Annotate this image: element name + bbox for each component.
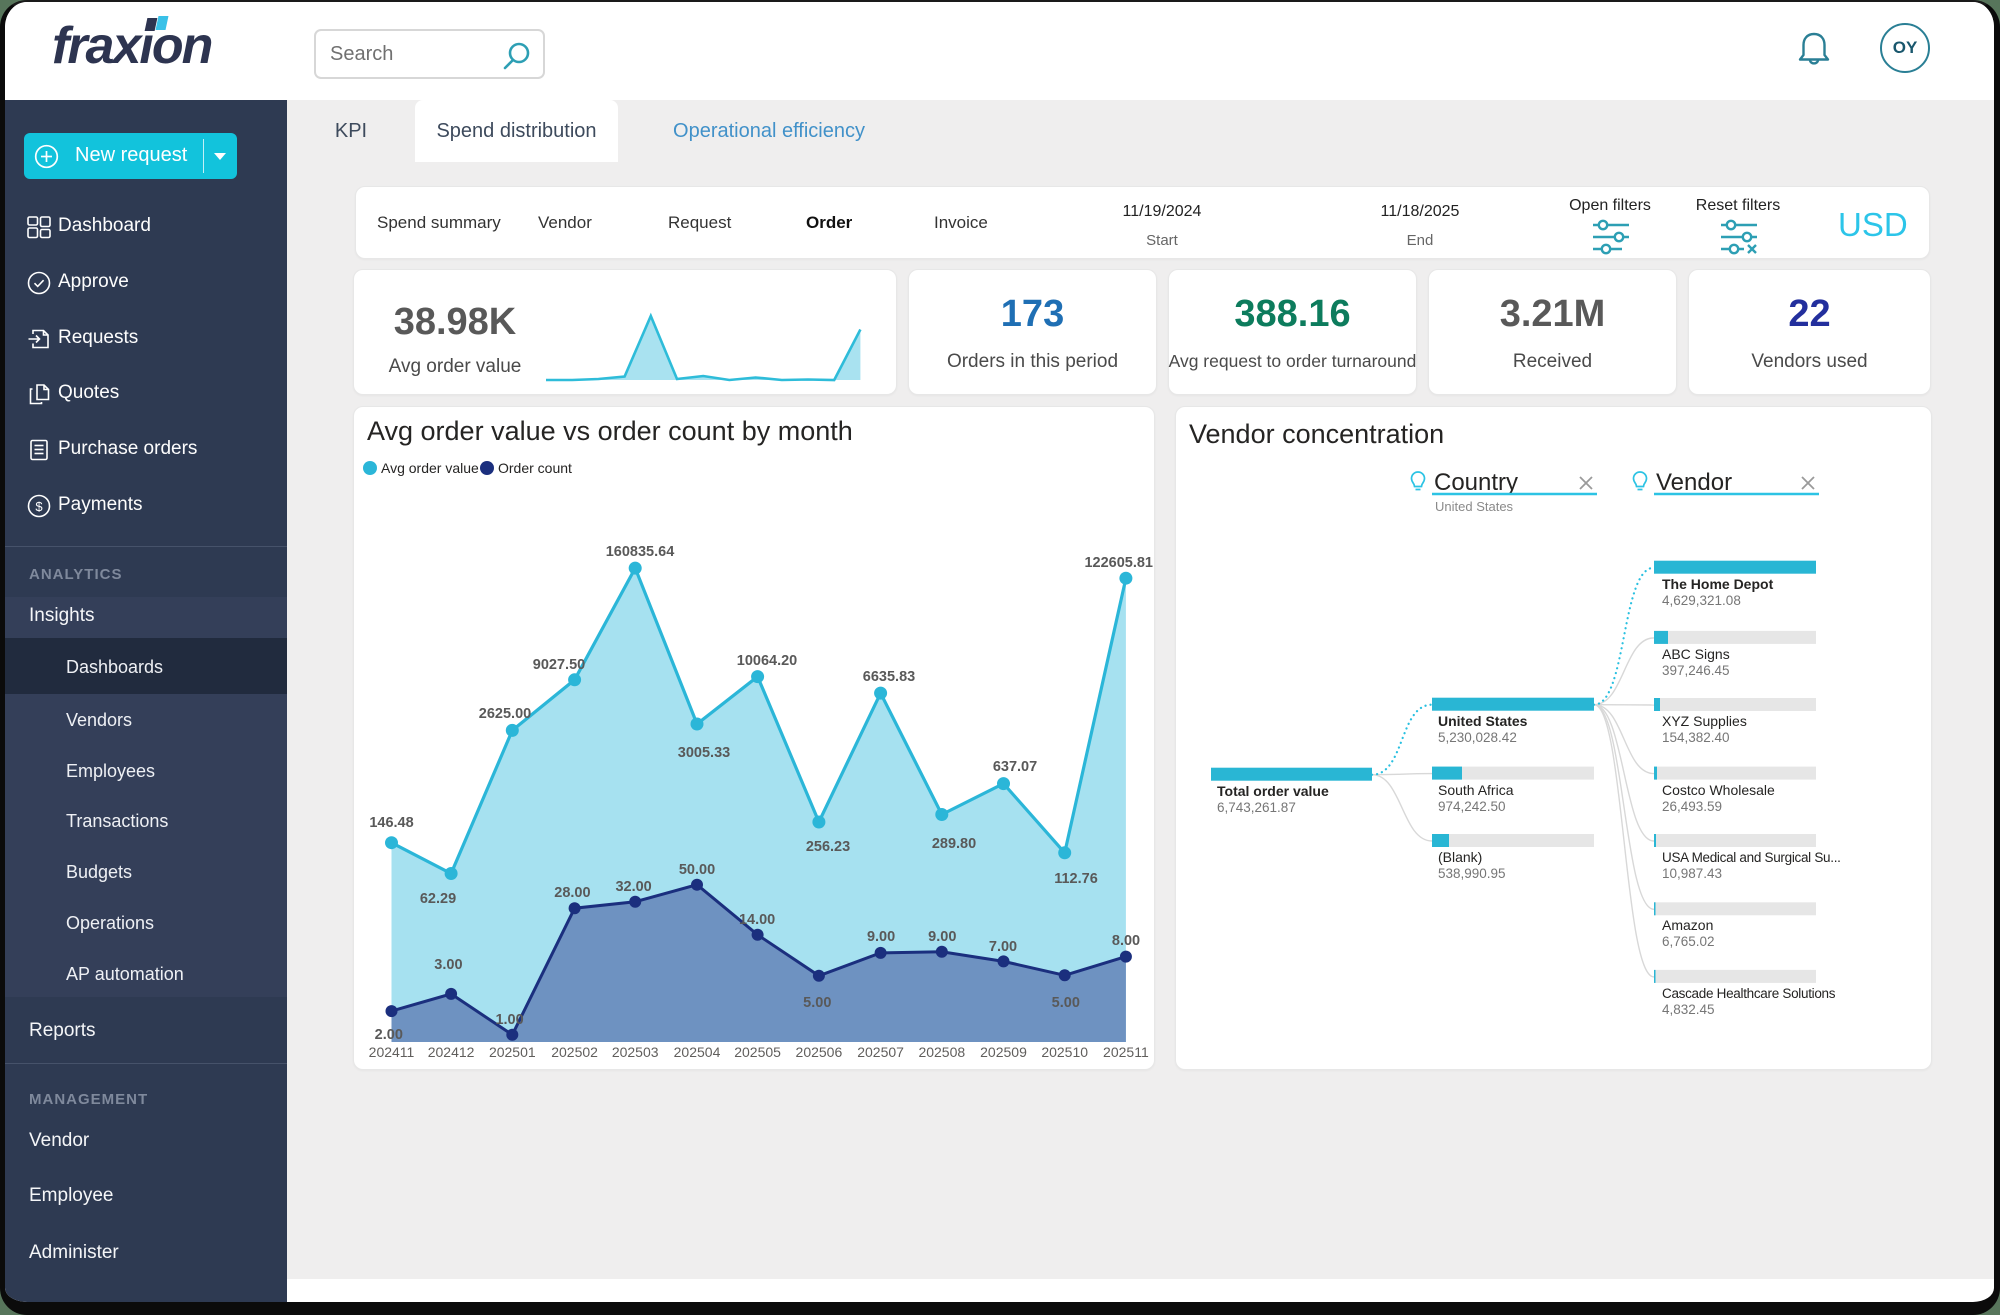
svg-text:50.00: 50.00 xyxy=(679,862,715,878)
svg-text:9.00: 9.00 xyxy=(867,929,895,945)
svg-text:Amazon: Amazon xyxy=(1662,917,1713,933)
svg-text:The Home Depot: The Home Depot xyxy=(1662,576,1774,592)
svg-text:289.80: 289.80 xyxy=(932,836,976,852)
svg-text:202510: 202510 xyxy=(1041,1044,1088,1060)
svg-text:160835.64: 160835.64 xyxy=(606,544,675,560)
svg-text:5.00: 5.00 xyxy=(1052,995,1080,1011)
svg-text:202506: 202506 xyxy=(796,1044,843,1060)
svg-text:202505: 202505 xyxy=(734,1044,781,1060)
svg-text:Total order value: Total order value xyxy=(1217,783,1329,799)
svg-text:146.48: 146.48 xyxy=(369,815,413,831)
svg-text:202501: 202501 xyxy=(489,1044,536,1060)
svg-text:4,832.45: 4,832.45 xyxy=(1662,1002,1715,1017)
svg-text:32.00: 32.00 xyxy=(615,879,651,895)
svg-text:202504: 202504 xyxy=(674,1044,721,1060)
svg-text:Vendor: Vendor xyxy=(1656,469,1732,496)
svg-text:3005.33: 3005.33 xyxy=(678,745,730,761)
svg-text:637.07: 637.07 xyxy=(993,759,1037,775)
svg-text:256.23: 256.23 xyxy=(806,839,850,855)
svg-text:10064.20: 10064.20 xyxy=(737,653,797,669)
svg-text:14.00: 14.00 xyxy=(739,912,775,928)
svg-text:Order count: Order count xyxy=(498,460,572,476)
svg-text:United States: United States xyxy=(1435,499,1514,514)
svg-text:Avg order value: Avg order value xyxy=(381,460,479,476)
svg-text:7.00: 7.00 xyxy=(989,939,1017,955)
svg-text:154,382.40: 154,382.40 xyxy=(1662,730,1730,745)
svg-text:202508: 202508 xyxy=(918,1044,965,1060)
svg-text:(Blank): (Blank) xyxy=(1438,849,1482,865)
svg-text:202509: 202509 xyxy=(980,1044,1027,1060)
svg-text:9027.50: 9027.50 xyxy=(533,657,585,673)
svg-text:397,246.45: 397,246.45 xyxy=(1662,663,1730,678)
svg-text:10,987.43: 10,987.43 xyxy=(1662,866,1722,881)
svg-text:202502: 202502 xyxy=(551,1044,598,1060)
svg-text:6635.83: 6635.83 xyxy=(863,669,915,685)
svg-text:202411: 202411 xyxy=(369,1044,415,1060)
svg-text:2.00: 2.00 xyxy=(375,1027,403,1043)
svg-text:Country: Country xyxy=(1434,469,1518,496)
svg-text:202511: 202511 xyxy=(1103,1044,1149,1060)
svg-text:538,990.95: 538,990.95 xyxy=(1438,866,1506,881)
svg-text:Costco Wholesale: Costco Wholesale xyxy=(1662,782,1775,798)
svg-text:XYZ Supplies: XYZ Supplies xyxy=(1662,713,1747,729)
svg-text:26,493.59: 26,493.59 xyxy=(1662,799,1722,814)
svg-text:South Africa: South Africa xyxy=(1438,782,1514,798)
svg-text:8.00: 8.00 xyxy=(1112,933,1140,949)
svg-text:202412: 202412 xyxy=(428,1044,475,1060)
svg-text:5.00: 5.00 xyxy=(803,995,831,1011)
svg-text:9.00: 9.00 xyxy=(928,929,956,945)
svg-text:2625.00: 2625.00 xyxy=(479,706,531,722)
svg-text:6,765.02: 6,765.02 xyxy=(1662,934,1715,949)
svg-text:USA Medical and Surgical Su...: USA Medical and Surgical Su... xyxy=(1662,850,1841,865)
svg-text:$: $ xyxy=(35,499,43,514)
svg-text:4,629,321.08: 4,629,321.08 xyxy=(1662,593,1741,608)
svg-text:974,242.50: 974,242.50 xyxy=(1438,799,1506,814)
svg-text:112.76: 112.76 xyxy=(1054,871,1098,887)
svg-text:3.00: 3.00 xyxy=(434,957,462,973)
svg-text:Vendor concentration: Vendor concentration xyxy=(1189,419,1444,449)
svg-text:28.00: 28.00 xyxy=(554,885,590,901)
svg-text:ABC Signs: ABC Signs xyxy=(1662,646,1730,662)
svg-text:122605.81: 122605.81 xyxy=(1084,555,1153,571)
svg-text:1.00: 1.00 xyxy=(495,1012,523,1028)
svg-text:6,743,261.87: 6,743,261.87 xyxy=(1217,800,1296,815)
svg-text:Cascade Healthcare Solutions: Cascade Healthcare Solutions xyxy=(1662,986,1836,1001)
svg-text:202507: 202507 xyxy=(857,1044,904,1060)
svg-text:United States: United States xyxy=(1438,713,1528,729)
svg-text:Avg order value vs order count: Avg order value vs order count by month xyxy=(367,416,853,446)
svg-text:62.29: 62.29 xyxy=(420,891,456,907)
svg-text:5,230,028.42: 5,230,028.42 xyxy=(1438,730,1517,745)
svg-text:202503: 202503 xyxy=(612,1044,659,1060)
